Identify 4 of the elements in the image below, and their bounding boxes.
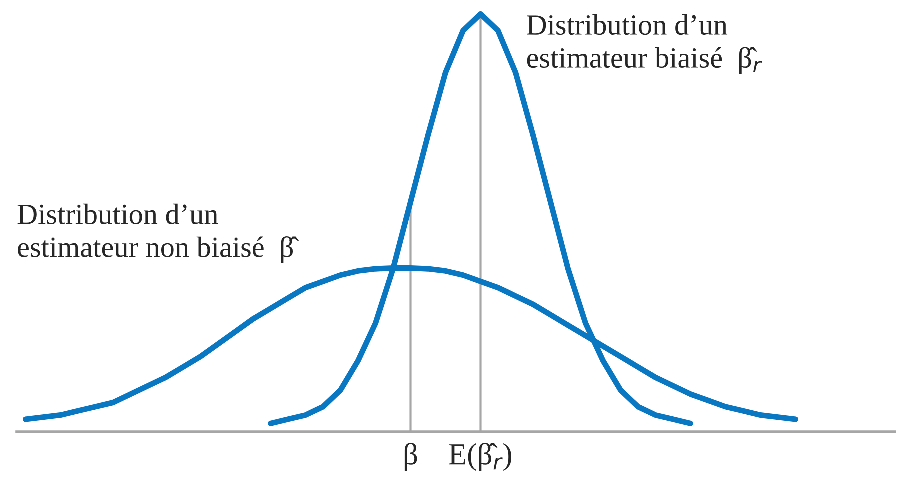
x-tick-label: E(β̂$_{r}$) (449, 443, 512, 472)
annotation: Distribution d’un estimateur non biaisé β̂ (18, 204, 299, 264)
x-tick-label: β (404, 443, 418, 472)
annotation: Distribution d’un estimateur biaisé β̂$_{r}$ (527, 14, 762, 74)
